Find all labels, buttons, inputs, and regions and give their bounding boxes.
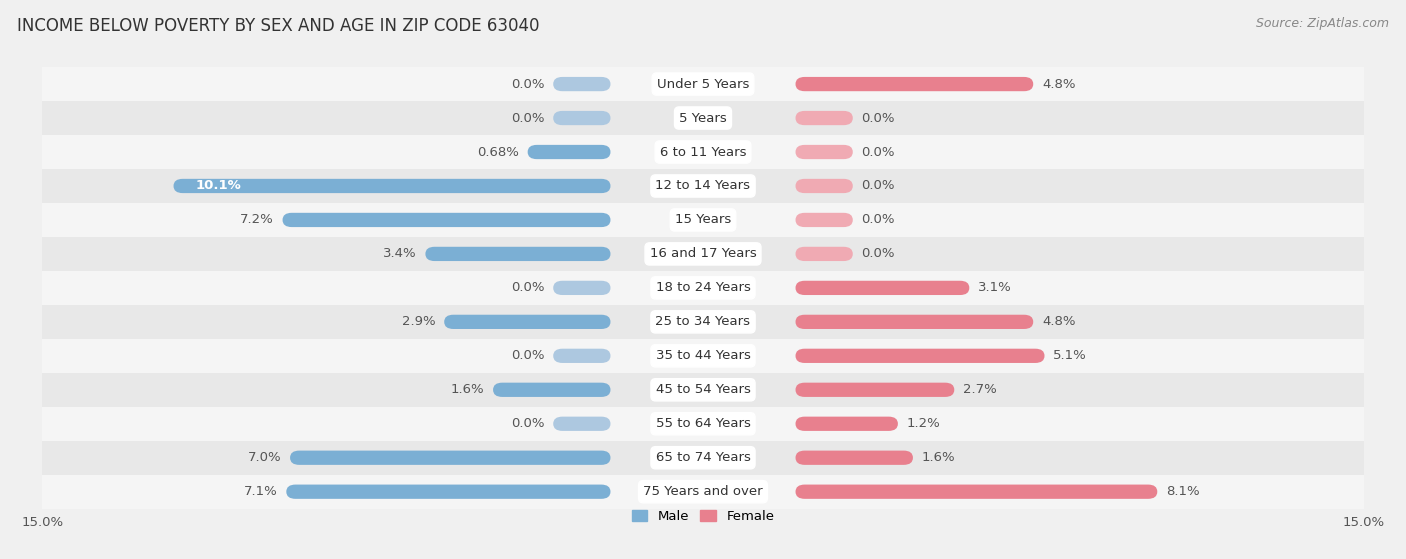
FancyBboxPatch shape xyxy=(444,315,610,329)
FancyBboxPatch shape xyxy=(796,213,853,227)
Text: 0.0%: 0.0% xyxy=(862,145,896,159)
Text: 0.0%: 0.0% xyxy=(510,417,544,430)
FancyBboxPatch shape xyxy=(796,179,853,193)
Bar xyxy=(42,440,1364,475)
FancyBboxPatch shape xyxy=(796,77,1033,91)
Text: 1.6%: 1.6% xyxy=(922,451,955,464)
FancyBboxPatch shape xyxy=(796,145,853,159)
FancyBboxPatch shape xyxy=(553,77,610,91)
Text: 0.0%: 0.0% xyxy=(862,112,896,125)
FancyBboxPatch shape xyxy=(553,111,610,125)
Text: 10.1%: 10.1% xyxy=(195,179,242,192)
Bar xyxy=(42,203,1364,237)
Text: 4.8%: 4.8% xyxy=(1042,315,1076,328)
Text: 1.6%: 1.6% xyxy=(451,383,484,396)
FancyBboxPatch shape xyxy=(553,281,610,295)
Legend: Male, Female: Male, Female xyxy=(626,505,780,529)
Text: 0.0%: 0.0% xyxy=(510,281,544,295)
Text: 3.1%: 3.1% xyxy=(979,281,1012,295)
Text: 12 to 14 Years: 12 to 14 Years xyxy=(655,179,751,192)
FancyBboxPatch shape xyxy=(173,179,610,193)
Bar xyxy=(42,339,1364,373)
Text: 0.0%: 0.0% xyxy=(862,214,896,226)
Bar xyxy=(42,271,1364,305)
Text: 2.7%: 2.7% xyxy=(963,383,997,396)
FancyBboxPatch shape xyxy=(494,383,610,397)
Text: 45 to 54 Years: 45 to 54 Years xyxy=(655,383,751,396)
Text: 4.8%: 4.8% xyxy=(1042,78,1076,91)
FancyBboxPatch shape xyxy=(796,383,955,397)
Bar xyxy=(42,237,1364,271)
Text: 0.0%: 0.0% xyxy=(862,248,896,260)
Text: 0.0%: 0.0% xyxy=(510,112,544,125)
Bar xyxy=(42,475,1364,509)
Text: 25 to 34 Years: 25 to 34 Years xyxy=(655,315,751,328)
FancyBboxPatch shape xyxy=(796,281,969,295)
Text: 8.1%: 8.1% xyxy=(1166,485,1199,498)
Text: 0.0%: 0.0% xyxy=(510,349,544,362)
Text: 7.2%: 7.2% xyxy=(240,214,274,226)
FancyBboxPatch shape xyxy=(796,451,912,465)
Bar xyxy=(42,373,1364,407)
Text: 18 to 24 Years: 18 to 24 Years xyxy=(655,281,751,295)
Text: 5.1%: 5.1% xyxy=(1053,349,1087,362)
Text: 2.9%: 2.9% xyxy=(402,315,436,328)
FancyBboxPatch shape xyxy=(796,416,898,431)
Text: 15 Years: 15 Years xyxy=(675,214,731,226)
Text: 0.0%: 0.0% xyxy=(510,78,544,91)
Text: 5 Years: 5 Years xyxy=(679,112,727,125)
Text: 0.0%: 0.0% xyxy=(862,179,896,192)
FancyBboxPatch shape xyxy=(553,416,610,431)
FancyBboxPatch shape xyxy=(290,451,610,465)
FancyBboxPatch shape xyxy=(796,485,1157,499)
Text: Source: ZipAtlas.com: Source: ZipAtlas.com xyxy=(1256,17,1389,30)
Text: 1.2%: 1.2% xyxy=(907,417,941,430)
Text: 65 to 74 Years: 65 to 74 Years xyxy=(655,451,751,464)
Text: 55 to 64 Years: 55 to 64 Years xyxy=(655,417,751,430)
Text: 0.68%: 0.68% xyxy=(477,145,519,159)
FancyBboxPatch shape xyxy=(527,145,610,159)
FancyBboxPatch shape xyxy=(796,111,853,125)
Bar xyxy=(42,67,1364,101)
Text: 3.4%: 3.4% xyxy=(382,248,416,260)
Bar xyxy=(42,407,1364,440)
Text: Under 5 Years: Under 5 Years xyxy=(657,78,749,91)
Bar xyxy=(42,169,1364,203)
FancyBboxPatch shape xyxy=(796,349,1045,363)
FancyBboxPatch shape xyxy=(287,485,610,499)
Text: INCOME BELOW POVERTY BY SEX AND AGE IN ZIP CODE 63040: INCOME BELOW POVERTY BY SEX AND AGE IN Z… xyxy=(17,17,540,35)
FancyBboxPatch shape xyxy=(796,315,1033,329)
FancyBboxPatch shape xyxy=(796,247,853,261)
Text: 7.0%: 7.0% xyxy=(247,451,281,464)
Text: 7.1%: 7.1% xyxy=(243,485,277,498)
FancyBboxPatch shape xyxy=(553,349,610,363)
Bar xyxy=(42,305,1364,339)
Text: 6 to 11 Years: 6 to 11 Years xyxy=(659,145,747,159)
Text: 16 and 17 Years: 16 and 17 Years xyxy=(650,248,756,260)
Text: 75 Years and over: 75 Years and over xyxy=(643,485,763,498)
Text: 35 to 44 Years: 35 to 44 Years xyxy=(655,349,751,362)
Bar xyxy=(42,101,1364,135)
FancyBboxPatch shape xyxy=(426,247,610,261)
FancyBboxPatch shape xyxy=(283,213,610,227)
Bar xyxy=(42,135,1364,169)
